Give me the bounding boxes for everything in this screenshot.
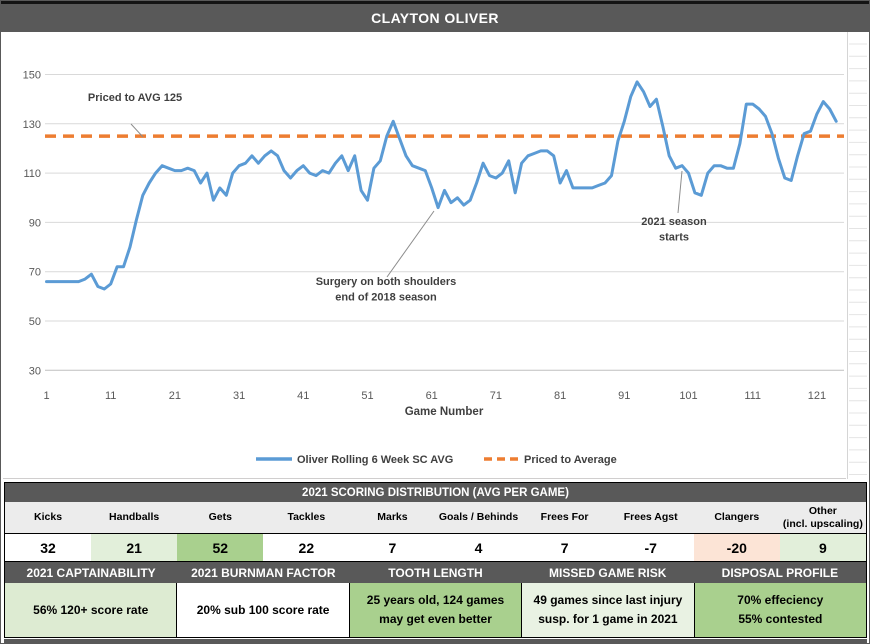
column-header-tackles: Tackles	[287, 511, 326, 524]
section-cell-disposal-profile: 70% effeciency 55% contested	[694, 583, 867, 637]
section-header-2021-burnman-factor: 2021 BURNMAN FACTOR	[191, 565, 336, 580]
info-section-cell-row: 56% 120+ score rate 20% sub 100 score rat…	[5, 583, 867, 637]
annotation-season: starts	[659, 232, 689, 244]
value-other: 9	[779, 534, 866, 561]
annotation-leader-surgery	[386, 210, 435, 278]
annotation-season: 2021 season	[641, 216, 707, 228]
y-axis-tick: 30	[29, 365, 41, 377]
x-axis-tick: 21	[169, 390, 181, 402]
legend-label-rolling-avg: Oliver Rolling 6 Week SC AVG	[297, 454, 453, 466]
value-gets: 52	[177, 534, 264, 561]
x-axis-tick: 1	[43, 390, 49, 402]
section-cell-tooth-length: 25 years old, 124 games may get even bett…	[349, 583, 523, 637]
annotation-surgery: end of 2018 season	[335, 292, 437, 304]
value-tackles: 22	[263, 534, 350, 561]
section-header-2021-captainability: 2021 CAPTAINABILITY	[26, 565, 156, 580]
stats-tables: 2021 SCORING DISTRIBUTION (AVG PER GAME)…	[4, 482, 867, 638]
scoring-table-header-row: Kicks Handballs Gets Tackles Marks Goals / Be…	[5, 502, 866, 534]
section-cell-2021-captainability: 56% 120+ score rate	[5, 583, 178, 637]
value-handballs: 21	[91, 534, 178, 561]
section-cell-2021-burnman-factor: 20% sub 100 score rate	[177, 583, 350, 637]
x-axis-tick: 51	[361, 390, 373, 402]
annotation-surgery: Surgery on both shoulders	[316, 276, 457, 288]
column-header-goals-behinds: Goals / Behinds	[438, 511, 519, 524]
x-axis-tick: 121	[808, 390, 826, 402]
value-kicks: 32	[5, 534, 92, 561]
value-marks: 7	[349, 534, 436, 561]
section-cell-missed-game-risk: 49 games since last injury susp. for 1 ga…	[522, 583, 695, 637]
y-axis-tick: 110	[23, 168, 41, 180]
scoring-table-value-row: 32 21 52 22 7 4 7 -7 -20 9	[5, 534, 866, 562]
bottom-strip	[4, 639, 867, 643]
y-axis-tick: 130	[23, 119, 41, 131]
x-axis-tick: 101	[679, 390, 697, 402]
section-header-disposal-profile: DISPOSAL PROFILE	[721, 565, 839, 580]
column-header-frees-agst: Frees Agst	[623, 511, 678, 524]
x-axis-tick: 111	[744, 390, 761, 402]
x-axis-tick: 71	[490, 390, 502, 402]
section-header-tooth-length: TOOTH LENGTH	[388, 565, 483, 580]
info-section-header-row: 2021 CAPTAINABILITY 2021 BURNMAN FACTOR TO…	[5, 562, 866, 583]
legend-label-priced-to-average: Priced to Average	[524, 454, 617, 466]
x-axis-tick: 31	[233, 390, 245, 402]
section-header-missed-game-risk: MISSED GAME RISK	[549, 565, 667, 580]
x-axis-tick: 91	[618, 390, 630, 402]
scoring-distribution-title: 2021 SCORING DISTRIBUTION (AVG PER GAME)	[5, 483, 866, 502]
column-header-clangers: Clangers	[714, 511, 760, 524]
column-header-gets: Gets	[208, 511, 232, 524]
annotation-leader-priced	[130, 123, 144, 138]
annotation-leader-season	[677, 170, 683, 214]
y-axis-tick: 150	[23, 70, 41, 82]
value-frees-agst: -7	[607, 534, 694, 561]
y-axis-tick: 70	[29, 267, 41, 279]
value-goals-behinds: 4	[435, 534, 522, 561]
x-axis-tick: 41	[297, 390, 309, 402]
x-axis-title: Game Number	[405, 406, 484, 418]
column-header-kicks: Kicks	[34, 511, 63, 524]
column-header-handballs: Handballs	[109, 511, 160, 524]
value-clangers: -20	[693, 534, 780, 561]
column-header-frees-for: Frees For	[540, 511, 589, 524]
value-frees-for: 7	[521, 534, 608, 561]
y-axis-tick: 90	[29, 217, 41, 229]
y-axis-tick: 50	[29, 316, 41, 328]
rolling-avg-series-line	[45, 80, 838, 291]
column-header-marks: Marks	[377, 511, 408, 524]
x-axis-tick: 81	[554, 390, 566, 402]
x-axis-tick: 61	[426, 390, 438, 402]
column-header-other: Other (incl. upscaling)	[782, 505, 863, 530]
x-axis-tick: 11	[105, 390, 116, 402]
page-title: CLAYTON OLIVER	[1, 1, 869, 32]
annotation-priced: Priced to AVG 125	[88, 92, 182, 104]
